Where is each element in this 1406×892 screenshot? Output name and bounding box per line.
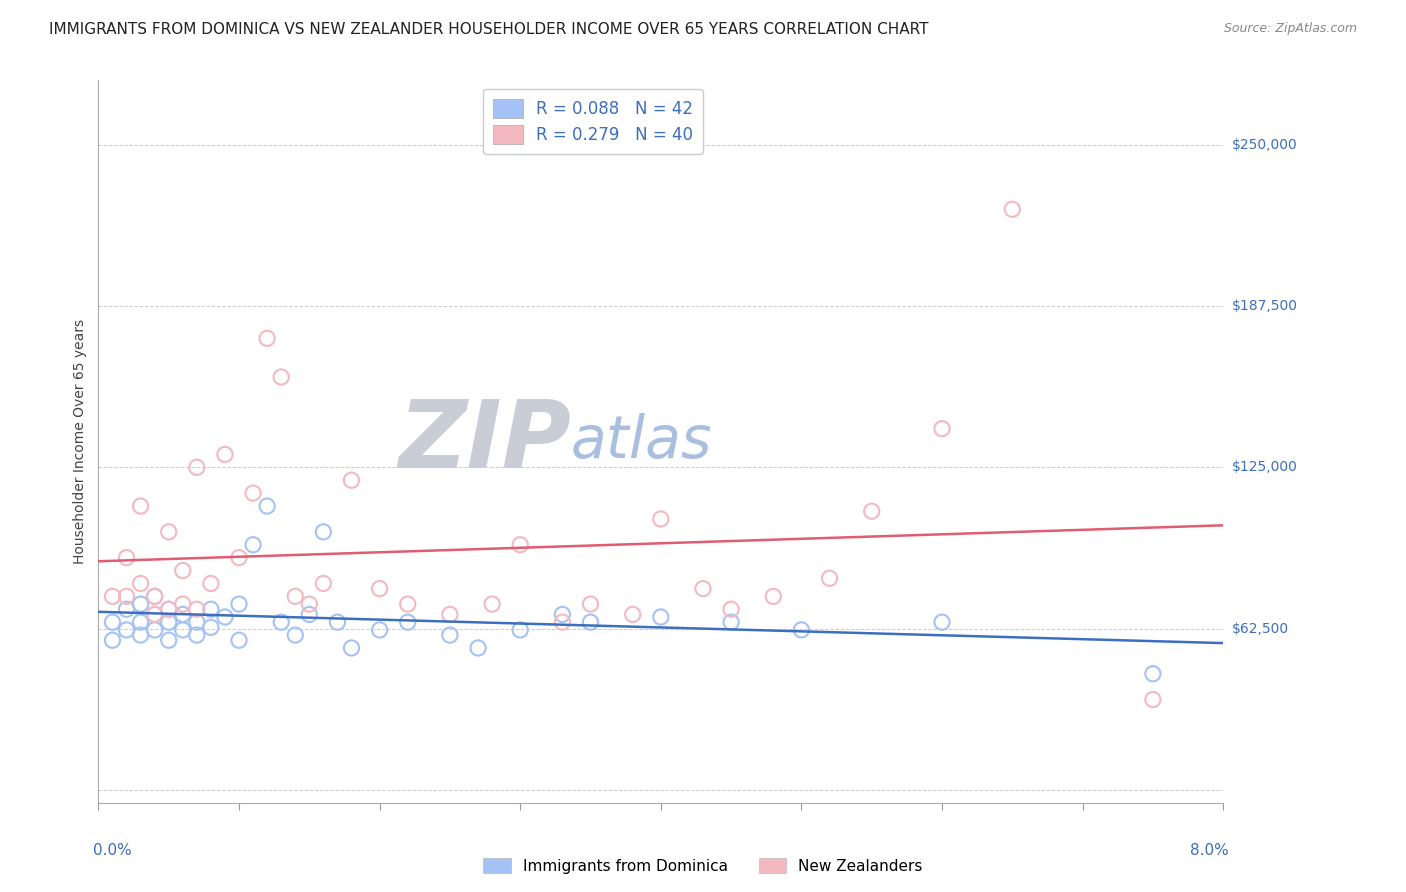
Point xyxy=(228,550,250,565)
Point xyxy=(228,633,250,648)
Point xyxy=(143,607,166,622)
Point xyxy=(326,615,349,630)
Point xyxy=(579,597,602,611)
Point xyxy=(1142,692,1164,706)
Point xyxy=(720,615,742,630)
Point xyxy=(650,512,672,526)
Point xyxy=(143,607,166,622)
Point xyxy=(101,633,124,648)
Point xyxy=(115,550,138,565)
Point xyxy=(172,623,194,637)
Point xyxy=(931,422,953,436)
Text: Source: ZipAtlas.com: Source: ZipAtlas.com xyxy=(1223,22,1357,36)
Point xyxy=(200,602,222,616)
Point xyxy=(312,524,335,539)
Point xyxy=(157,524,180,539)
Point xyxy=(551,615,574,630)
Point xyxy=(186,460,208,475)
Point xyxy=(242,538,264,552)
Point xyxy=(509,623,531,637)
Point xyxy=(157,602,180,616)
Text: $187,500: $187,500 xyxy=(1232,299,1298,313)
Point xyxy=(129,499,152,513)
Point xyxy=(256,499,278,513)
Point xyxy=(143,590,166,604)
Point xyxy=(172,564,194,578)
Text: $125,000: $125,000 xyxy=(1232,460,1298,475)
Point xyxy=(621,607,644,622)
Point xyxy=(396,615,419,630)
Point xyxy=(172,607,194,622)
Point xyxy=(368,623,391,637)
Text: 0.0%: 0.0% xyxy=(93,843,132,857)
Point xyxy=(157,633,180,648)
Point xyxy=(115,623,138,637)
Text: $62,500: $62,500 xyxy=(1232,622,1289,636)
Point xyxy=(298,607,321,622)
Point xyxy=(340,473,363,487)
Point xyxy=(157,602,180,616)
Point xyxy=(200,576,222,591)
Text: 8.0%: 8.0% xyxy=(1189,843,1229,857)
Point xyxy=(762,590,785,604)
Point xyxy=(340,640,363,655)
Text: ZIP: ZIP xyxy=(398,395,571,488)
Point xyxy=(115,602,138,616)
Legend: Immigrants from Dominica, New Zealanders: Immigrants from Dominica, New Zealanders xyxy=(477,852,929,880)
Point xyxy=(143,590,166,604)
Point xyxy=(368,582,391,596)
Point xyxy=(214,447,236,461)
Point xyxy=(115,590,138,604)
Legend: R = 0.088   N = 42, R = 0.279   N = 40: R = 0.088 N = 42, R = 0.279 N = 40 xyxy=(484,88,703,153)
Point xyxy=(439,628,461,642)
Point xyxy=(509,538,531,552)
Point xyxy=(186,628,208,642)
Point xyxy=(186,615,208,630)
Point xyxy=(860,504,883,518)
Point xyxy=(481,597,503,611)
Point xyxy=(186,602,208,616)
Point xyxy=(467,640,489,655)
Y-axis label: Householder Income Over 65 years: Householder Income Over 65 years xyxy=(73,319,87,564)
Point xyxy=(129,628,152,642)
Text: IMMIGRANTS FROM DOMINICA VS NEW ZEALANDER HOUSEHOLDER INCOME OVER 65 YEARS CORRE: IMMIGRANTS FROM DOMINICA VS NEW ZEALANDE… xyxy=(49,22,929,37)
Point xyxy=(579,615,602,630)
Point xyxy=(157,615,180,630)
Point xyxy=(228,597,250,611)
Point xyxy=(1001,202,1024,217)
Point xyxy=(256,331,278,345)
Point xyxy=(200,620,222,634)
Text: $250,000: $250,000 xyxy=(1232,137,1298,152)
Point xyxy=(298,597,321,611)
Point xyxy=(101,615,124,630)
Point xyxy=(129,576,152,591)
Point xyxy=(270,370,292,384)
Point xyxy=(818,571,841,585)
Point xyxy=(101,590,124,604)
Point xyxy=(551,607,574,622)
Point xyxy=(312,576,335,591)
Point xyxy=(790,623,813,637)
Point xyxy=(1142,666,1164,681)
Point xyxy=(692,582,714,596)
Point xyxy=(129,597,152,611)
Point xyxy=(931,615,953,630)
Point xyxy=(650,610,672,624)
Point xyxy=(284,590,307,604)
Text: atlas: atlas xyxy=(571,413,713,470)
Point xyxy=(270,615,292,630)
Point xyxy=(143,623,166,637)
Point xyxy=(172,597,194,611)
Point xyxy=(129,615,152,630)
Point xyxy=(439,607,461,622)
Point xyxy=(396,597,419,611)
Point xyxy=(214,610,236,624)
Point xyxy=(242,486,264,500)
Point xyxy=(720,602,742,616)
Point xyxy=(284,628,307,642)
